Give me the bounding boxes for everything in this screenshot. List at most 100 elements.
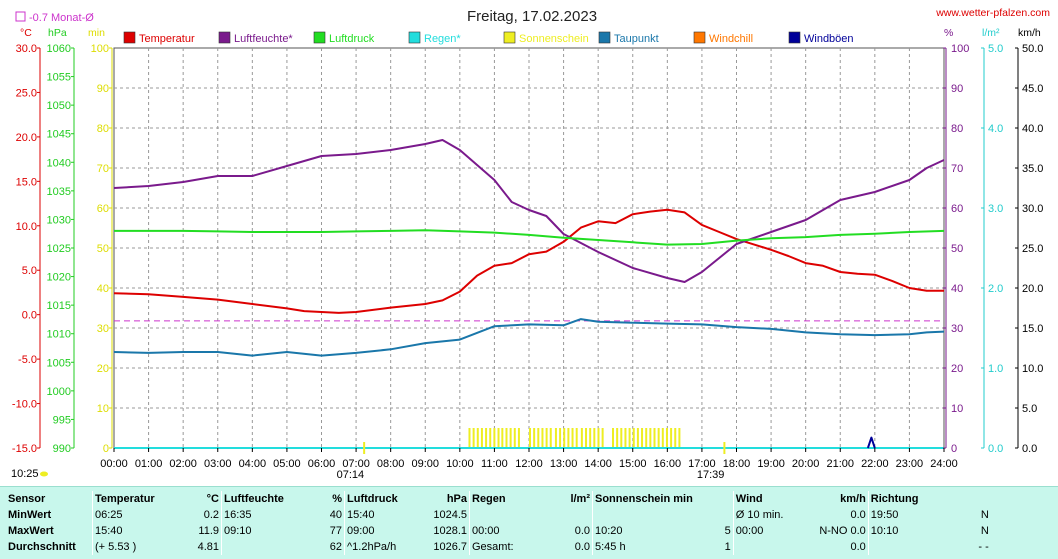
stats-cell: 1026.7 [433,541,467,553]
stats-cell: N [980,525,989,537]
sunshine-bar [563,428,566,448]
minutes-axis-tick-label: 80 [97,123,109,135]
legend-swatch-pressure [313,31,326,44]
wind-axis-tick-label: 5.0 [1022,403,1037,415]
wind-axis-tick-label: 25.0 [1022,243,1043,255]
statistics-panel: Sensor Temperatur °C Luftfeuchte% Luftdruck h… [0,486,1058,559]
x-tick-label: 17:00 [688,458,716,470]
sunshine-bar [537,428,540,448]
x-tick-label: 06:00 [308,458,336,470]
stats-cell: % [332,493,342,505]
temp-axis-tick-label: 0.0 [22,310,37,322]
x-tick-label: 24:00 [930,458,958,470]
wind-axis-tick-label: 20.0 [1022,283,1043,295]
stats-cell [221,539,302,555]
sunshine-bar [533,428,536,448]
sunshine-bar [497,428,500,448]
sunshine-bar [501,428,504,448]
percent-axis-tick-label: 60 [951,203,963,215]
percent-axis-tick-label: 50 [951,243,963,255]
pressure-axis-tick-label: 1030 [47,214,71,226]
weather-chart: Freitag, 17.02.2023 www.wetter-pfalzen.c… [11,7,1050,481]
temp-axis-tick-label: 5.0 [22,265,37,277]
stats-cell: 5:45 h [591,539,695,555]
stats-cell [732,539,810,555]
minutes-axis-tick-label: 0 [103,443,109,455]
stats-cell: Sensor [8,493,46,505]
monthly-avg-label: -0.7 Monat-Ø [29,12,94,24]
stats-row: Durchschnitt (+ 5.53 ) 4.81 62 ^1.2hPa/h 1026… [6,539,991,555]
stats-cell [695,507,734,523]
sunshine-bar [597,428,600,448]
dewpoint-line [113,318,945,357]
gusts-line [866,436,876,449]
sunshine-bar [661,428,664,448]
wind-axis-tick-label: 45.0 [1022,83,1043,95]
minutes-unit-label: min [88,27,105,39]
rain-axis-tick-label: 4.0 [988,123,1003,135]
sunshine-bar [624,428,627,448]
sunshine-bar [549,428,552,448]
legend-label-rain: Regen* [424,33,461,45]
x-tick-label: 12:00 [515,458,543,470]
pressure-axis-tick-label: 1050 [47,100,71,112]
temp-axis-tick-label: 10.0 [16,221,37,233]
pressure-axis-tick-label: 1005 [47,357,71,369]
monthly-avg-swatch [15,11,26,22]
sunshine-bar [632,428,635,448]
percent-unit-label: % [944,27,953,39]
percent-axis-tick-label: 80 [951,123,963,135]
stats-cell: 77 [329,525,342,537]
wind-axis-tick-label: 15.0 [1022,323,1043,335]
legend-label-dewpoint: Taupunkt [614,33,659,45]
sunshine-bar [554,428,557,448]
sunshine-bar [665,428,668,448]
rain-axis-tick-label: 3.0 [988,203,1003,215]
legend-swatch-windchill [693,31,706,44]
pressure-axis-tick-label: 1060 [47,43,71,55]
stats-cell: Luftfeuchte [221,491,302,507]
stats-cell: 1 [724,541,731,553]
pressure-unit-label: hPa [48,27,67,39]
stats-cell: MaxWert [8,525,54,537]
rain-axis-tick-label: 2.0 [988,283,1003,295]
minutes-axis-tick-label: 70 [97,163,109,175]
pressure-axis-tick-label: 1045 [47,129,71,141]
stats-cell: Wind [732,491,810,507]
x-tick-label: 14:00 [584,458,612,470]
sunshine-bar [636,428,639,448]
x-tick-label: 20:00 [792,458,820,470]
sunshine-bar [620,428,623,448]
minutes-axis-tick-label: 50 [97,243,109,255]
stats-cell: 09:00 [344,523,419,539]
sunshine-bar [571,428,574,448]
stats-cell: 1028.1 [433,525,467,537]
stats-cell: 0.2 [203,509,219,521]
percent-axis-tick-label: 70 [951,163,963,175]
stats-cell: °C [206,493,219,505]
sunshine-bar [628,428,631,448]
stats-cell: 0.0 [574,541,590,553]
stats-cell: MinWert [8,509,52,521]
stats-row: MaxWert 15:40 11.9 09:10 77 09:00 1028.1 00:00 0… [6,523,991,539]
pressure-line [114,229,945,246]
sunshine-bar [517,428,520,448]
sunshine-bar [593,428,596,448]
stats-cell: Sonnenschein min [591,491,695,507]
sunshine-bar [489,428,492,448]
x-tick-label: 03:00 [204,458,232,470]
x-tick-label: 19:00 [757,458,785,470]
x-tick-label: 18:00 [723,458,751,470]
sunshine-bar [541,428,544,448]
stats-cell: Temperatur [92,491,175,507]
pressure-axis-tick-label: 1010 [47,329,71,341]
stats-cell: Luftdruck [344,491,419,507]
pressure-axis-tick-label: 1015 [47,300,71,312]
x-tick-label: 13:00 [550,458,578,470]
stats-cell: 15:40 [344,507,419,523]
pressure-axis-tick-label: 1020 [47,272,71,284]
sunrise-label: 07:14 [337,469,365,481]
percent-axis-tick-label: 100 [951,43,969,55]
legend-label-sunshine: Sonnenschein [519,33,589,45]
stats-cell [538,507,593,523]
